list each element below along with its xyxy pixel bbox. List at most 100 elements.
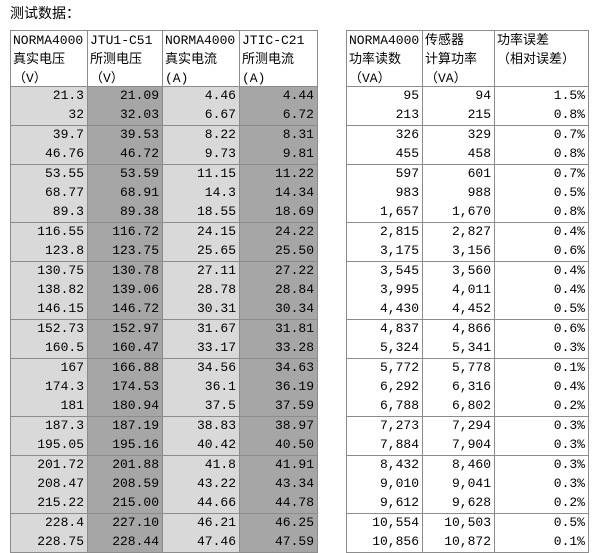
data-cell: 458 [423,145,495,166]
data-cell: 7,294 [423,416,495,437]
data-cell: 4,837 [346,319,423,340]
data-cell: 215.00 [88,494,163,515]
data-cell: 68.77 [10,184,88,204]
data-cell: 53.59 [88,164,163,185]
header-line: （VA） [349,71,391,86]
data-cell: 227.10 [88,513,163,534]
header-line: NORMA4000 [349,33,420,48]
data-cell: 146.72 [88,300,163,321]
data-cell: 1,657 [346,203,423,224]
data-cell: 228.75 [10,533,88,553]
data-cell: 152.73 [10,319,88,340]
data-cell: 597 [346,164,423,185]
data-cell: 10,856 [346,533,423,553]
data-cell: 24.22 [240,222,318,243]
data-cell: 28.78 [163,281,240,301]
data-cell: 47.59 [240,533,318,553]
data-cell: 28.84 [240,281,318,301]
data-cell: 44.78 [240,494,318,515]
data-cell: 326 [346,125,423,146]
data-cell: 187.3 [10,416,88,437]
data-cell: 31.67 [163,319,240,340]
data-cell: 7,884 [346,436,423,457]
data-cell: 33.28 [240,339,318,360]
data-cell: 10,503 [423,513,495,534]
data-cell: 27.22 [240,261,318,282]
data-cell: 37.5 [163,397,240,418]
data-cell: 6.67 [163,106,240,127]
data-cell: 3,175 [346,242,423,263]
data-cell: 601 [423,164,495,185]
data-cell: 0.7% [495,125,589,146]
data-cell: 39.7 [10,125,88,146]
data-cell: 9,628 [423,494,495,515]
data-cell: 130.75 [10,261,88,282]
header-line: 真实电压 [13,52,66,67]
data-cell: 166.88 [88,358,163,379]
data-cell: 4.44 [240,87,318,107]
data-cell: 4,430 [346,300,423,321]
data-cell: 0.8% [495,145,589,166]
data-cell: 36.19 [240,378,318,398]
data-cell: 89.38 [88,203,163,224]
data-cell: 0.6% [495,319,589,340]
header-line: 功率误差 [497,33,550,48]
data-cell: 195.05 [10,436,88,457]
data-cell: 174.3 [10,378,88,398]
data-cell: 21.3 [10,87,88,107]
data-cell: 195.16 [88,436,163,457]
data-cell: 130.78 [88,261,163,282]
data-cell: 0.4% [495,261,589,282]
data-cell: 6,292 [346,378,423,398]
data-cell: 123.75 [88,242,163,263]
header-line: （V） [90,71,124,86]
data-cell: 18.69 [240,203,318,224]
data-cell: 455 [346,145,423,166]
data-cell: 40.50 [240,436,318,457]
data-cell: 2,827 [423,222,495,243]
data-cell: 8,460 [423,455,495,476]
data-cell: 213 [346,106,423,127]
data-cell: 6,316 [423,378,495,398]
data-cell: 152.97 [88,319,163,340]
data-cell: 32 [10,106,88,127]
data-cell: 0.4% [495,281,589,301]
data-cell: 24.15 [163,222,240,243]
data-cell: 41.8 [163,455,240,476]
data-cell: 167 [10,358,88,379]
header-line: 传感器 [425,33,465,48]
data-cell: 94 [423,87,495,107]
data-cell: 41.91 [240,455,318,476]
data-cell: 0.3% [495,416,589,437]
data-cell: 68.91 [88,184,163,204]
data-cell: 1,670 [423,203,495,224]
data-cell: 38.83 [163,416,240,437]
header-line: (A) [242,71,266,86]
data-cell: 53.55 [10,164,88,185]
data-cell: 0.7% [495,164,589,185]
data-cell: 31.81 [240,319,318,340]
data-cell: 0.2% [495,494,589,515]
header-line: NORMA4000 [165,33,236,48]
data-cell: 39.53 [88,125,163,146]
data-cell: 2,815 [346,222,423,243]
data-cell: 3,156 [423,242,495,263]
data-cell: 146.15 [10,300,88,321]
data-cell: 0.8% [495,106,589,127]
data-cell: 10,554 [346,513,423,534]
data-cell: 8.22 [163,125,240,146]
header-line: （V） [13,71,47,86]
data-cell: 36.1 [163,378,240,398]
data-cell: 25.65 [163,242,240,263]
data-cell: 0.5% [495,513,589,534]
header-line: (A) [165,71,189,86]
data-cell: 34.63 [240,358,318,379]
header-cell: JTU1-C51 所测电压 （V） [88,30,163,87]
data-cell: 30.34 [240,300,318,321]
data-cell: 9.73 [163,145,240,166]
data-cell: 187.19 [88,416,163,437]
header-line: JTIC-C21 [242,33,305,48]
data-cell: 160.47 [88,339,163,360]
header-cell: JTIC-C21 所测电流 (A) [240,30,318,87]
data-cell: 43.34 [240,475,318,495]
